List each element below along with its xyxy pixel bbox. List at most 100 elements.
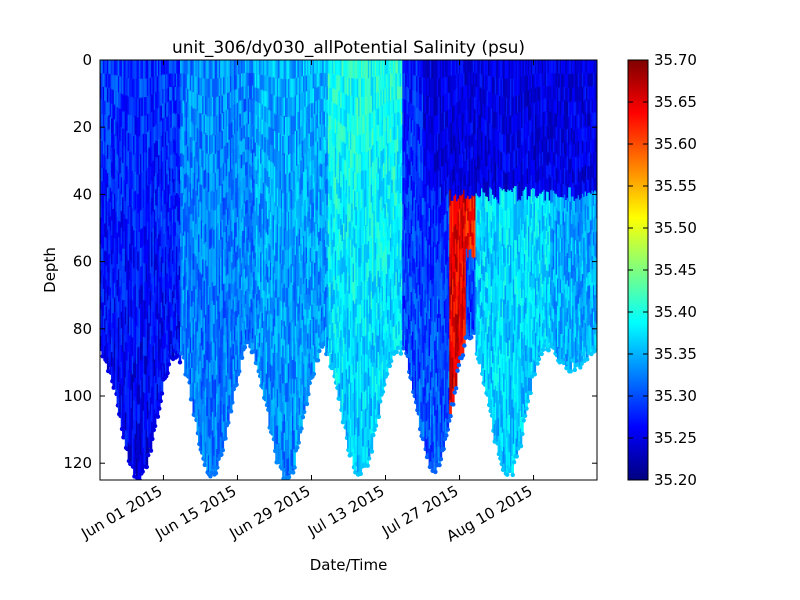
salinity-sample	[246, 263, 249, 277]
salinity-sample	[355, 372, 358, 392]
salinity-sample	[268, 410, 271, 429]
salinity-sample	[141, 434, 144, 454]
salinity-sample	[312, 345, 316, 361]
salinity-sample	[331, 350, 335, 365]
salinity-sample	[258, 131, 262, 147]
salinity-sample	[340, 282, 343, 300]
salinity-sample	[213, 97, 216, 118]
salinity-sample	[213, 323, 216, 344]
salinity-sample	[391, 233, 394, 247]
salinity-sample	[275, 169, 278, 189]
salinity-sample	[381, 331, 385, 348]
salinity-sample	[271, 348, 274, 367]
salinity-sample	[302, 156, 306, 173]
salinity-sample	[254, 239, 258, 254]
salinity-sample	[134, 153, 138, 173]
salinity-sample	[276, 389, 280, 408]
salinity-sample	[177, 328, 180, 343]
salinity-sample	[276, 352, 280, 372]
salinity-sample	[130, 206, 133, 226]
salinity-sample	[268, 360, 271, 379]
salinity-sample	[331, 226, 335, 241]
salinity-sample	[278, 151, 281, 170]
salinity-sample	[300, 311, 303, 329]
salinity-sample	[135, 344, 139, 365]
salinity-sample	[279, 207, 283, 227]
salinity-sample	[228, 363, 231, 380]
salinity-sample	[210, 416, 213, 436]
salinity-sample	[307, 151, 310, 167]
salinity-sample	[249, 190, 252, 204]
salinity-sample	[169, 275, 172, 290]
salinity-sample	[376, 60, 379, 77]
salinity-sample	[325, 153, 328, 168]
salinity-sample	[151, 335, 154, 354]
salinity-sample	[233, 119, 237, 135]
salinity-sample	[322, 266, 325, 281]
salinity-sample	[325, 100, 328, 115]
salinity-sample	[333, 261, 336, 277]
salinity-sample	[334, 60, 338, 76]
salinity-sample	[380, 212, 383, 228]
salinity-sample	[376, 157, 379, 174]
salinity-sample	[262, 213, 266, 230]
salinity-sample	[325, 180, 328, 195]
salinity-sample	[164, 189, 168, 205]
salinity-sample	[275, 370, 278, 390]
salinity-sample	[380, 75, 383, 91]
salinity-sample	[279, 134, 283, 154]
salinity-sample	[156, 238, 160, 256]
salinity-sample	[323, 85, 327, 100]
salinity-sample	[127, 369, 131, 389]
salinity-sample	[142, 336, 146, 356]
salinity-sample	[120, 160, 124, 178]
salinity-sample	[312, 60, 316, 75]
salinity-sample	[153, 376, 157, 394]
salinity-sample	[203, 78, 207, 98]
salinity-sample	[311, 189, 314, 205]
salinity-sample	[141, 265, 144, 286]
salinity-sample	[151, 301, 154, 319]
salinity-sample	[117, 382, 121, 399]
salinity-sample	[239, 248, 242, 263]
salinity-sample	[203, 115, 207, 135]
salinity-sample	[193, 286, 197, 303]
salinity-sample	[369, 270, 372, 290]
salinity-sample	[269, 347, 273, 365]
salinity-sample	[173, 165, 176, 180]
salinity-sample	[189, 383, 193, 400]
salinity-sample	[276, 334, 280, 354]
salinity-sample	[191, 152, 194, 169]
salinity-sample	[221, 77, 225, 96]
salinity-sample	[309, 247, 313, 263]
salinity-sample	[271, 60, 274, 78]
salinity-sample	[178, 266, 182, 281]
salinity-sample	[314, 249, 317, 264]
salinity-sample	[173, 99, 176, 114]
salinity-sample	[384, 232, 387, 248]
salinity-sample	[363, 410, 367, 430]
salinity-sample	[322, 72, 325, 87]
salinity-sample	[126, 201, 129, 220]
salinity-sample	[235, 355, 238, 371]
salinity-sample	[283, 134, 287, 154]
salinity-sample	[108, 281, 111, 297]
salinity-sample	[359, 398, 363, 418]
salinity-sample	[278, 406, 281, 426]
salinity-sample	[126, 219, 129, 238]
salinity-sample	[228, 219, 231, 237]
salinity-sample	[242, 336, 245, 350]
salinity-sample	[169, 328, 172, 343]
salinity-point	[286, 475, 292, 480]
salinity-sample	[173, 218, 176, 233]
salinity-sample	[250, 206, 254, 220]
salinity-sample	[111, 322, 114, 338]
salinity-sample	[278, 96, 281, 116]
salinity-sample	[239, 167, 242, 182]
salinity-sample	[247, 175, 251, 189]
salinity-sample	[144, 448, 147, 468]
salinity-sample	[340, 187, 343, 204]
salinity-sample	[130, 335, 133, 354]
salinity-sample	[287, 135, 291, 156]
salinity-sample	[354, 322, 357, 342]
